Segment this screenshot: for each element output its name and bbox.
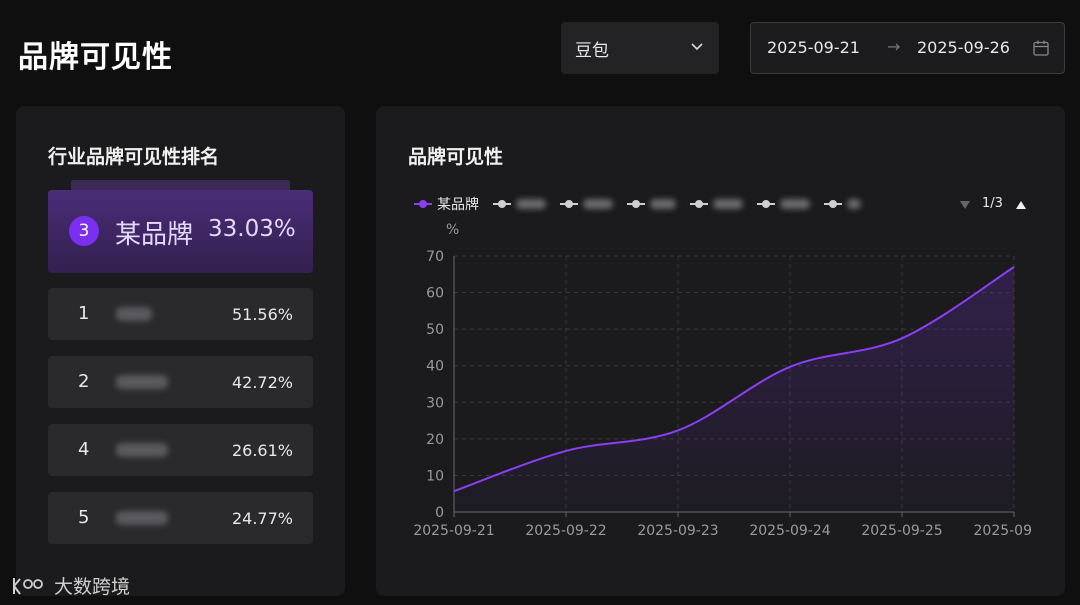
rank-number: 2 — [78, 371, 90, 392]
rank-number: 1 — [78, 303, 90, 324]
date-end-input[interactable]: 2025-09-26 — [917, 38, 1010, 57]
legend-page-indicator: 1/3 — [982, 196, 1003, 211]
page-title: 品牌可见性 — [18, 40, 173, 75]
blurred-brand-name — [116, 511, 168, 525]
blurred-brand-name — [116, 307, 152, 321]
legend-item[interactable] — [493, 199, 546, 209]
date-arrow-icon: → — [887, 37, 901, 56]
y-tick-label: 0 — [435, 505, 444, 521]
visibility-line-chart: % 0 10 20 30 40 50 60 70 2025-09-21 2025-09-22 20… — [413, 222, 1033, 539]
brand-pct: 33.03% — [208, 216, 296, 242]
calendar-icon[interactable] — [1032, 39, 1050, 57]
rank-row[interactable]: 1 51.56% — [48, 288, 313, 340]
chart-card: 品牌可见性 某品牌 1/ — [376, 106, 1065, 596]
series-line — [453, 266, 1015, 493]
rank-pct: 26.61% — [231, 441, 293, 460]
legend-item[interactable] — [757, 199, 810, 209]
chart-title: 品牌可见性 — [408, 146, 504, 168]
legend-item[interactable] — [627, 199, 676, 209]
rank-pct: 51.56% — [231, 305, 293, 324]
x-tick-label: 2025-09-24 — [749, 523, 830, 539]
legend-marker-icon — [627, 199, 645, 209]
rank-pct: 42.72% — [231, 373, 293, 392]
legend-marker-icon — [757, 199, 775, 209]
highlight-brand-row[interactable]: 3 某品牌 33.03% — [48, 190, 313, 273]
series-area — [454, 266, 1014, 512]
model-select-value: 豆包 — [575, 40, 609, 61]
legend-item-primary[interactable]: 某品牌 — [414, 194, 479, 214]
watermark-text: 大数跨境 — [54, 576, 131, 598]
date-start-input[interactable]: 2025-09-21 — [767, 38, 860, 57]
rank-number: 4 — [78, 439, 90, 460]
legend-marker-icon — [690, 199, 708, 209]
x-tick-label: 2025-09-25 — [861, 523, 942, 539]
y-tick-label: 70 — [426, 249, 444, 265]
y-tick-label: 30 — [426, 395, 444, 411]
watermark: 大数跨境 — [10, 572, 130, 599]
brand-logo-icon — [13, 577, 43, 595]
chevron-down-icon — [691, 43, 703, 51]
ranking-card: 行业品牌可见性排名 3 某品牌 33.03% 1 51.56% 2 42.72%… — [16, 106, 345, 596]
legend-marker-icon — [824, 199, 842, 209]
blurred-legend-label — [713, 199, 743, 209]
y-axis-unit-label: % — [446, 222, 459, 238]
blurred-legend-label — [650, 199, 676, 209]
y-tick-label: 10 — [426, 468, 444, 484]
legend-prev-page-icon[interactable] — [959, 200, 971, 210]
blurred-brand-name — [116, 375, 168, 389]
legend-marker-icon — [560, 199, 578, 209]
blurred-brand-name — [116, 443, 168, 457]
rank-number: 5 — [78, 507, 90, 528]
ranking-title: 行业品牌可见性排名 — [48, 146, 220, 168]
x-tick-label: 2025-09-23 — [637, 523, 718, 539]
date-range-picker[interactable]: 2025-09-21 → 2025-09-26 — [750, 22, 1065, 74]
y-tick-label: 50 — [426, 322, 444, 338]
legend-marker-icon — [493, 199, 511, 209]
x-tick-label: 2025-09-22 — [525, 523, 606, 539]
legend-label: 某品牌 — [437, 197, 479, 213]
model-select[interactable]: 豆包 — [561, 22, 719, 74]
legend-next-page-icon[interactable] — [1015, 200, 1027, 210]
blurred-legend-label — [847, 199, 861, 209]
blurred-legend-label — [516, 199, 546, 209]
x-tick-label: 2025-09-21 — [413, 523, 494, 539]
chart-legend: 某品牌 — [414, 194, 875, 214]
legend-item[interactable] — [560, 199, 613, 209]
legend-item[interactable] — [690, 199, 743, 209]
y-tick-label: 20 — [426, 432, 444, 448]
brand-name: 某品牌 — [115, 220, 194, 250]
x-tick-label: 2025-09 — [974, 523, 1033, 539]
rank-row[interactable]: 4 26.61% — [48, 424, 313, 476]
rank-row[interactable]: 2 42.72% — [48, 356, 313, 408]
y-tick-label: 40 — [426, 359, 444, 375]
highlight-tab — [71, 180, 290, 192]
blurred-legend-label — [780, 199, 810, 209]
rank-row[interactable]: 5 24.77% — [48, 492, 313, 544]
rank-pct: 24.77% — [231, 509, 293, 528]
legend-item[interactable] — [824, 199, 861, 209]
y-tick-label: 60 — [426, 286, 444, 302]
blurred-legend-label — [583, 199, 613, 209]
rank-badge: 3 — [69, 216, 99, 246]
legend-marker-icon — [414, 199, 432, 209]
